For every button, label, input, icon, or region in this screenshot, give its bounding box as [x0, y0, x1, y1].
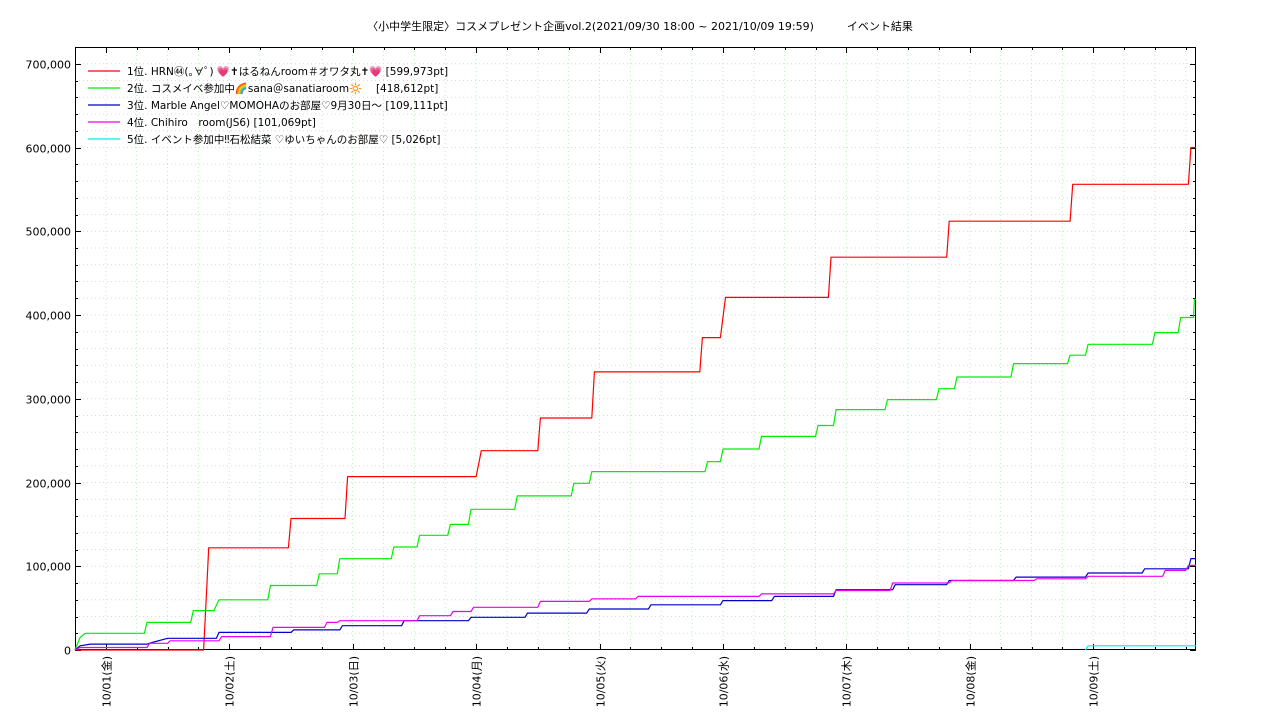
legend-label-5: 5位. イベント参加中‼︎石松結菜 ♡ゆいちゃんのお部屋♡ [5,026pt]: [127, 133, 441, 146]
y-tick-label: 200,000: [26, 478, 72, 491]
legend-label-3: 3位. Marble Angel♡MOMOHAのお部屋♡9月30日〜 [109,…: [127, 99, 448, 112]
x-tick-label: 10/08(金): [964, 656, 978, 707]
y-tick-label: 100,000: [26, 561, 72, 574]
chart-title: 〈小中学生限定〉コスメプレゼント企画vol.2(2021/09/30 18:00…: [367, 20, 913, 33]
legend-label-1: 1位. HRN㊹(｡∀ﾟ) 💗✝はるねんroom＃オワタ丸✝💗 [599,973…: [127, 65, 448, 78]
x-tick-label: 10/06(水): [718, 656, 731, 707]
x-tick-label: 10/02(土): [224, 656, 237, 707]
plot-frame: [75, 47, 1196, 650]
grid-lines: [75, 47, 1196, 650]
series-lines: [74, 146, 1196, 651]
series-line-1: [75, 146, 1196, 651]
y-tick-label: 600,000: [26, 143, 72, 156]
series-line-2: [74, 298, 1196, 651]
y-tick-label: 400,000: [26, 310, 72, 323]
legend-label-4: 4位. Chihiro room(JS6) [101,069pt]: [127, 116, 316, 129]
series-line-3: [74, 557, 1196, 651]
legend-label-2: 2位. コスメイベ参加中🌈sana＠sanatiaroom🔆 [418,612p…: [127, 82, 438, 95]
y-tick-label: 0: [64, 645, 71, 658]
x-tick-label: 10/03(日): [348, 656, 361, 707]
y-tick-label: 500,000: [26, 226, 72, 239]
legend: 1位. HRN㊹(｡∀ﾟ) 💗✝はるねんroom＃オワタ丸✝💗 [599,973…: [88, 65, 448, 146]
y-tick-label: 700,000: [26, 59, 72, 72]
series-line-5: [1084, 645, 1196, 651]
x-tick-label: 10/07(木): [841, 656, 854, 707]
x-tick-label: 10/01(金): [100, 656, 114, 707]
x-tick-label: 10/05(火): [595, 656, 608, 707]
axes: 0 100,000 200,000 300,000 400,000 500,000 600,…: [26, 47, 1196, 707]
y-tick-label: 300,000: [26, 394, 72, 407]
x-tick-label: 10/04(月): [471, 656, 484, 707]
series-line-4: [74, 564, 1196, 651]
x-tick-label: 10/09(土): [1088, 656, 1101, 707]
